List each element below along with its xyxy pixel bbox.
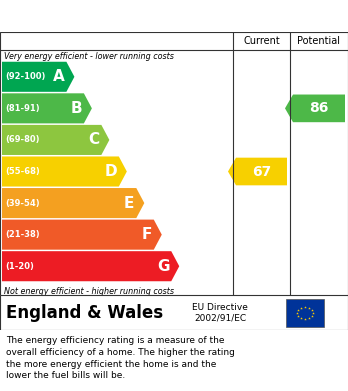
Polygon shape xyxy=(228,158,287,185)
Polygon shape xyxy=(2,93,92,124)
Text: 86: 86 xyxy=(309,101,329,115)
Text: D: D xyxy=(104,164,117,179)
Text: England & Wales: England & Wales xyxy=(6,304,163,322)
Text: Potential: Potential xyxy=(298,36,340,46)
Text: (39-54): (39-54) xyxy=(5,199,40,208)
Text: EU Directive
2002/91/EC: EU Directive 2002/91/EC xyxy=(192,303,248,323)
Text: (21-38): (21-38) xyxy=(5,230,40,239)
Text: (69-80): (69-80) xyxy=(5,135,40,144)
Text: C: C xyxy=(88,133,100,147)
Text: (55-68): (55-68) xyxy=(5,167,40,176)
Text: F: F xyxy=(141,227,152,242)
Text: G: G xyxy=(157,259,169,274)
Text: (92-100): (92-100) xyxy=(5,72,45,81)
Text: The energy efficiency rating is a measure of the
overall efficiency of a home. T: The energy efficiency rating is a measur… xyxy=(6,336,235,380)
Text: Current: Current xyxy=(243,36,280,46)
Text: Energy Efficiency Rating: Energy Efficiency Rating xyxy=(10,9,220,23)
Polygon shape xyxy=(2,62,74,92)
Bar xyxy=(286,299,324,327)
Text: Not energy efficient - higher running costs: Not energy efficient - higher running co… xyxy=(4,287,174,296)
Polygon shape xyxy=(2,188,144,218)
Text: (1-20): (1-20) xyxy=(5,262,34,271)
Polygon shape xyxy=(2,220,162,250)
Text: A: A xyxy=(53,69,64,84)
Text: E: E xyxy=(124,196,134,211)
Text: B: B xyxy=(70,101,82,116)
Polygon shape xyxy=(285,95,345,122)
Text: Very energy efficient - lower running costs: Very energy efficient - lower running co… xyxy=(4,52,174,61)
Text: (81-91): (81-91) xyxy=(5,104,40,113)
Polygon shape xyxy=(2,156,127,187)
Text: 67: 67 xyxy=(252,165,271,179)
Polygon shape xyxy=(2,125,109,155)
Polygon shape xyxy=(2,251,179,281)
